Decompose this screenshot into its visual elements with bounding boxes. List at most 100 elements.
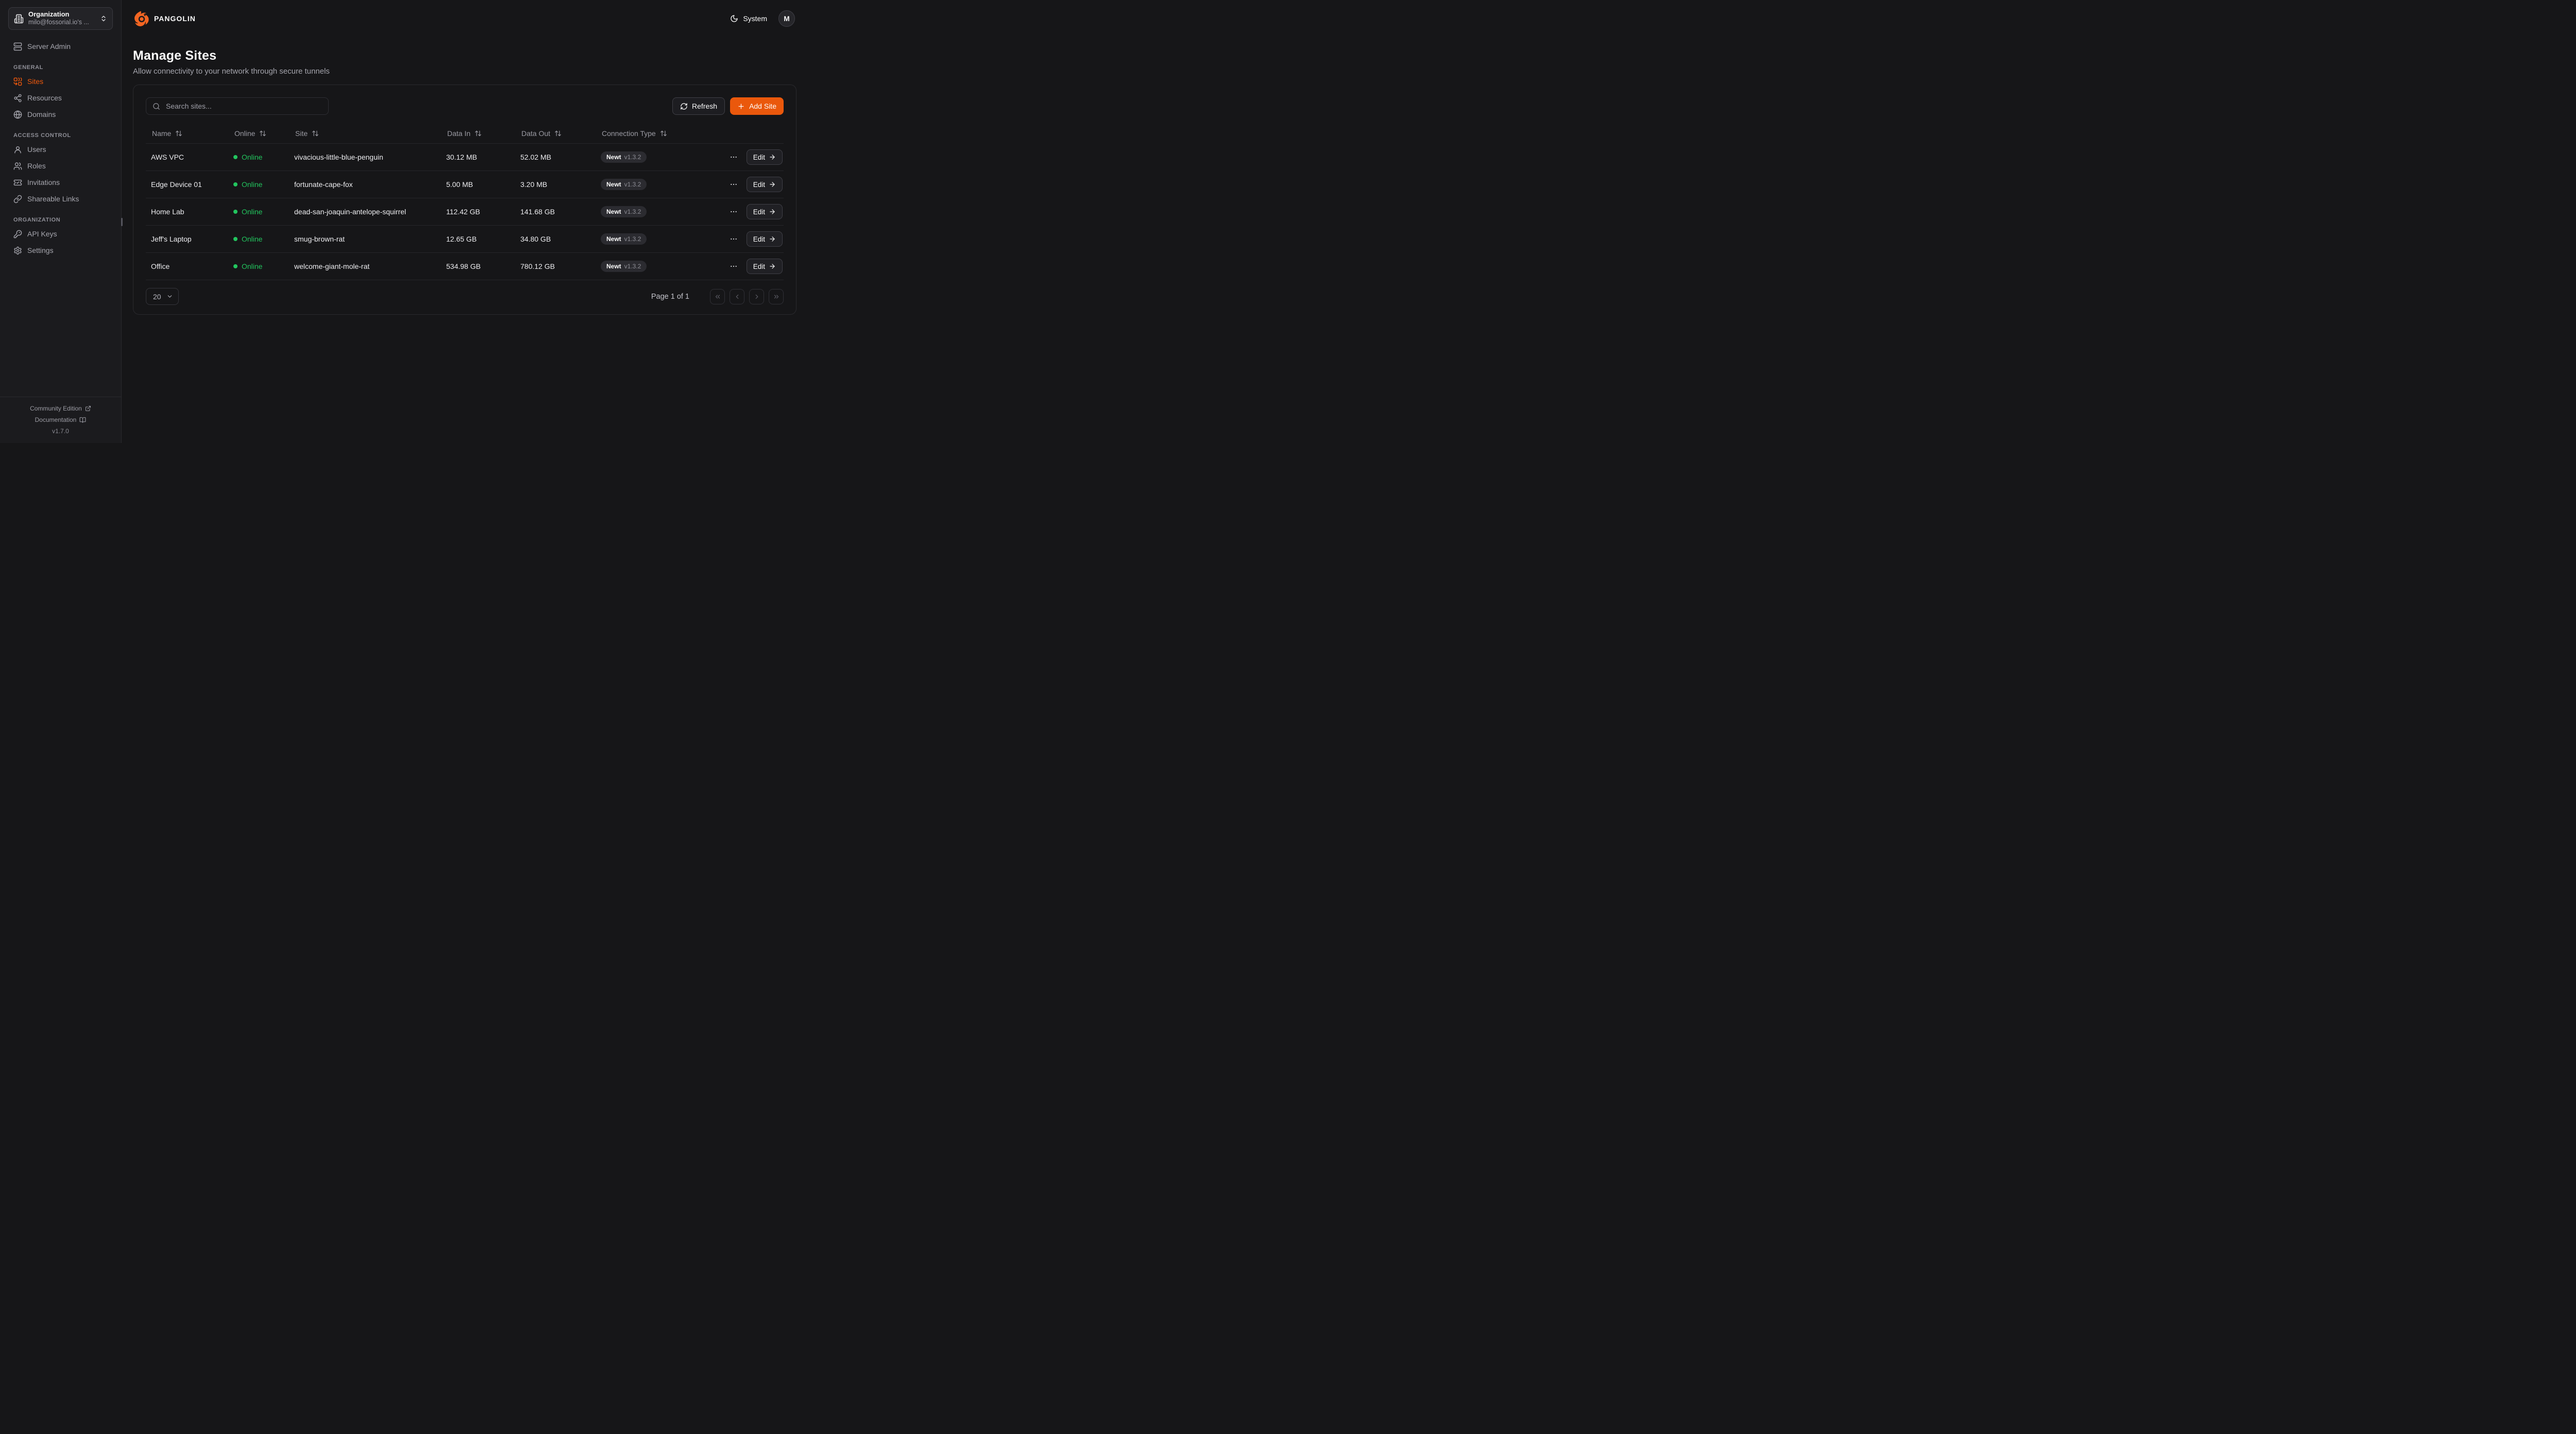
org-switcher[interactable]: Organization milo@fossorial.io's ... [8, 7, 113, 30]
main-area: PANGOLIN System M Manage Sites Allow con… [122, 0, 808, 443]
sidebar-item-domains[interactable]: Domains [8, 107, 113, 122]
sidebar-item-roles[interactable]: Roles [8, 158, 113, 174]
column-header-data-out[interactable]: Data Out [515, 129, 596, 138]
sidebar-item-label: Domains [27, 110, 56, 118]
sidebar-item-shareable-links[interactable]: Shareable Links [8, 191, 113, 207]
table-row: Office Online welcome-giant-mole-rat 534… [146, 253, 784, 280]
chevrons-up-down-icon [100, 15, 107, 22]
add-site-button[interactable]: Add Site [730, 97, 784, 115]
edit-button[interactable]: Edit [746, 259, 783, 274]
pangolin-logo-icon [133, 10, 150, 27]
section-label-general: GENERAL [13, 64, 43, 71]
ticket-check-icon [13, 178, 22, 187]
share-icon [13, 94, 22, 103]
column-header-site[interactable]: Site [289, 129, 441, 138]
moon-icon [730, 14, 738, 23]
row-menu-button[interactable] [728, 179, 739, 190]
column-header-connection-type[interactable]: Connection Type [596, 129, 719, 138]
chevron-right-icon [753, 293, 760, 300]
cell-name: Edge Device 01 [151, 180, 202, 189]
online-dot-icon [233, 182, 238, 186]
sidebar-item-server-admin[interactable]: Server Admin [8, 39, 113, 54]
column-header-online[interactable]: Online [228, 129, 289, 138]
cell-data-out: 3.20 MB [520, 180, 548, 189]
sidebar-item-invitations[interactable]: Invitations [8, 175, 113, 190]
theme-label: System [743, 14, 767, 23]
sidebar-item-label: Resources [27, 94, 62, 102]
edit-button[interactable]: Edit [746, 231, 783, 247]
community-edition-link[interactable]: Community Edition [0, 403, 121, 414]
ellipsis-icon [730, 235, 738, 243]
org-label: Organization [28, 10, 70, 19]
edit-button[interactable]: Edit [746, 177, 783, 192]
arrow-right-icon [769, 153, 776, 161]
server-icon [13, 42, 22, 51]
external-link-icon [85, 405, 91, 412]
section-label-organization: ORGANIZATION [13, 217, 61, 223]
cell-data-in: 30.12 MB [446, 153, 477, 161]
link-icon [13, 195, 22, 203]
connection-type-badge: Newt v1.3.2 [601, 151, 647, 163]
edit-button[interactable]: Edit [746, 149, 783, 165]
row-menu-button[interactable] [728, 234, 739, 244]
table-row: Edge Device 01 Online fortunate-cape-fox… [146, 171, 784, 198]
sidebar-item-label: API Keys [27, 230, 57, 238]
users-icon [13, 162, 22, 170]
row-menu-button[interactable] [728, 207, 739, 217]
row-menu-button[interactable] [728, 261, 739, 271]
cell-name: Home Lab [151, 208, 184, 216]
sites-card: Refresh Add Site Name [133, 84, 796, 315]
page-size-select[interactable]: 20 [146, 288, 179, 305]
brand-name: PANGOLIN [154, 14, 196, 23]
ellipsis-icon [730, 153, 738, 161]
sidebar-item-resources[interactable]: Resources [8, 90, 113, 106]
avatar[interactable]: M [778, 10, 795, 27]
sidebar-item-label: Roles [27, 162, 46, 170]
sidebar-item-label: Settings [27, 246, 54, 254]
chevrons-left-icon [714, 293, 721, 300]
search-icon [152, 103, 160, 110]
gear-icon [13, 246, 22, 255]
arrow-right-icon [769, 263, 776, 270]
sidebar-resize-handle[interactable] [121, 218, 123, 226]
refresh-icon [680, 103, 688, 110]
section-label-access-control: ACCESS CONTROL [13, 132, 71, 139]
documentation-link[interactable]: Documentation [0, 414, 121, 425]
online-dot-icon [233, 210, 238, 214]
topbar: PANGOLIN System M [122, 0, 808, 37]
user-icon [13, 145, 22, 154]
table-body: AWS VPC Online vivacious-little-blue-pen… [146, 144, 784, 280]
first-page-button[interactable] [710, 288, 725, 304]
sidebar-item-settings[interactable]: Settings [8, 243, 113, 258]
cell-site: dead-san-joaquin-antelope-squirrel [294, 208, 406, 216]
row-menu-button[interactable] [728, 152, 739, 162]
last-page-button[interactable] [769, 288, 784, 304]
column-header-name[interactable]: Name [146, 129, 228, 138]
status-badge: Online [233, 235, 289, 243]
cell-data-out: 780.12 GB [520, 262, 555, 270]
next-page-button[interactable] [749, 288, 764, 304]
status-badge: Online [233, 262, 289, 270]
app-version: v1.7.0 [52, 428, 69, 435]
status-badge: Online [233, 180, 289, 189]
sidebar: Organization milo@fossorial.io's ... Ser… [0, 0, 123, 443]
column-header-data-in[interactable]: Data In [441, 129, 515, 138]
sidebar-item-sites[interactable]: Sites [8, 74, 113, 89]
theme-toggle[interactable]: System [730, 14, 767, 23]
cell-name: AWS VPC [151, 153, 184, 161]
sidebar-item-api-keys[interactable]: API Keys [8, 226, 113, 242]
plus-icon [737, 103, 745, 110]
cell-data-out: 34.80 GB [520, 235, 551, 243]
refresh-button[interactable]: Refresh [672, 97, 725, 115]
brand-logo[interactable]: PANGOLIN [133, 10, 196, 27]
cell-name: Office [151, 262, 170, 270]
online-dot-icon [233, 264, 238, 268]
sort-icon [312, 130, 319, 137]
table-row: AWS VPC Online vivacious-little-blue-pen… [146, 144, 784, 171]
search-input[interactable] [165, 101, 322, 111]
cell-data-out: 52.02 MB [520, 153, 551, 161]
sidebar-item-users[interactable]: Users [8, 142, 113, 157]
sidebar-item-label: Invitations [27, 178, 60, 186]
edit-button[interactable]: Edit [746, 204, 783, 219]
previous-page-button[interactable] [730, 288, 744, 304]
